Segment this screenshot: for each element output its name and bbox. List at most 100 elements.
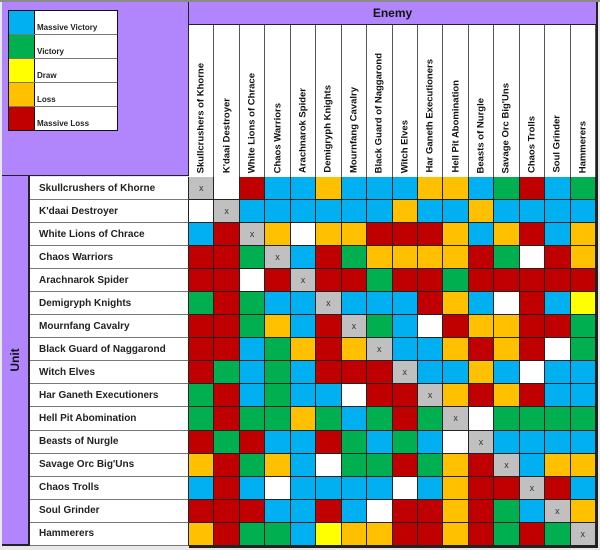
matchup-cell[interactable] bbox=[392, 315, 418, 339]
matchup-cell[interactable] bbox=[545, 430, 571, 454]
matchup-cell[interactable] bbox=[443, 361, 469, 385]
column-header[interactable]: Mournfang Cavalry bbox=[342, 25, 368, 177]
matchup-cell[interactable] bbox=[341, 361, 368, 385]
matchup-cell[interactable] bbox=[417, 338, 444, 362]
matchup-cell[interactable] bbox=[570, 476, 596, 500]
matchup-cell[interactable] bbox=[265, 292, 291, 316]
matchup-cell[interactable] bbox=[417, 223, 444, 247]
matchup-cell[interactable] bbox=[545, 200, 571, 224]
matchup-cell[interactable] bbox=[290, 407, 317, 431]
matchup-cell[interactable] bbox=[545, 269, 571, 293]
matchup-cell[interactable] bbox=[468, 476, 495, 500]
matchup-cell[interactable] bbox=[290, 522, 317, 546]
matchup-cell[interactable] bbox=[417, 476, 444, 500]
matchup-cell[interactable] bbox=[239, 522, 266, 546]
matchup-cell[interactable] bbox=[570, 338, 596, 362]
matchup-cell[interactable] bbox=[341, 292, 368, 316]
matchup-cell[interactable] bbox=[417, 453, 444, 477]
matchup-cell[interactable] bbox=[494, 200, 520, 224]
matchup-cell[interactable] bbox=[214, 476, 240, 500]
matchup-cell[interactable] bbox=[239, 200, 266, 224]
matchup-cell[interactable] bbox=[290, 384, 317, 408]
matchup-cell[interactable] bbox=[214, 269, 240, 293]
matchup-cell[interactable] bbox=[239, 361, 266, 385]
column-header[interactable]: Chaos Warriors bbox=[265, 25, 291, 177]
self-matchup-cell[interactable]: x bbox=[545, 499, 571, 523]
matchup-cell[interactable] bbox=[189, 453, 215, 477]
self-matchup-cell[interactable]: x bbox=[468, 430, 495, 454]
matchup-cell[interactable] bbox=[494, 177, 520, 201]
matchup-cell[interactable] bbox=[570, 200, 596, 224]
matchup-cell[interactable] bbox=[265, 177, 291, 201]
matchup-cell[interactable] bbox=[519, 223, 546, 247]
matchup-cell[interactable] bbox=[239, 384, 266, 408]
matchup-cell[interactable] bbox=[265, 499, 291, 523]
matchup-cell[interactable] bbox=[367, 292, 393, 316]
self-matchup-cell[interactable]: x bbox=[494, 453, 520, 477]
matchup-cell[interactable] bbox=[316, 407, 342, 431]
matchup-cell[interactable] bbox=[316, 430, 342, 454]
matchup-cell[interactable] bbox=[341, 430, 368, 454]
matchup-cell[interactable] bbox=[290, 177, 317, 201]
matchup-cell[interactable] bbox=[265, 269, 291, 293]
self-matchup-cell[interactable]: x bbox=[316, 292, 342, 316]
matchup-cell[interactable] bbox=[468, 292, 495, 316]
matchup-cell[interactable] bbox=[392, 338, 418, 362]
matchup-cell[interactable] bbox=[239, 315, 266, 339]
row-header[interactable]: Demigryph Knights bbox=[30, 292, 189, 316]
matchup-cell[interactable] bbox=[570, 315, 596, 339]
matchup-cell[interactable] bbox=[494, 223, 520, 247]
matchup-cell[interactable] bbox=[417, 246, 444, 270]
matchup-cell[interactable] bbox=[214, 361, 240, 385]
matchup-cell[interactable] bbox=[265, 522, 291, 546]
matchup-cell[interactable] bbox=[545, 246, 571, 270]
matchup-cell[interactable] bbox=[417, 200, 444, 224]
matchup-cell[interactable] bbox=[265, 315, 291, 339]
matchup-cell[interactable] bbox=[189, 361, 215, 385]
matchup-cell[interactable] bbox=[519, 177, 546, 201]
matchup-cell[interactable] bbox=[570, 499, 596, 523]
matchup-cell[interactable] bbox=[519, 522, 546, 546]
column-header[interactable]: Har Ganeth Executioners bbox=[418, 25, 444, 177]
row-header[interactable]: K'daai Destroyer bbox=[30, 200, 189, 224]
matchup-cell[interactable] bbox=[341, 269, 368, 293]
matchup-cell[interactable] bbox=[570, 177, 596, 201]
column-header[interactable]: Beasts of Nurgle bbox=[469, 25, 495, 177]
self-matchup-cell[interactable]: x bbox=[290, 269, 317, 293]
matchup-cell[interactable] bbox=[468, 407, 495, 431]
matchup-cell[interactable] bbox=[443, 246, 469, 270]
matchup-cell[interactable] bbox=[392, 522, 418, 546]
matchup-cell[interactable] bbox=[417, 361, 444, 385]
column-header[interactable]: Chaos Trolls bbox=[520, 25, 546, 177]
matchup-cell[interactable] bbox=[392, 269, 418, 293]
matchup-cell[interactable] bbox=[265, 361, 291, 385]
matchup-cell[interactable] bbox=[214, 292, 240, 316]
matchup-cell[interactable] bbox=[367, 453, 393, 477]
matchup-cell[interactable] bbox=[545, 453, 571, 477]
row-header[interactable]: Savage Orc Big'Uns bbox=[30, 453, 189, 477]
matchup-cell[interactable] bbox=[341, 499, 368, 523]
matchup-cell[interactable] bbox=[417, 407, 444, 431]
matchup-cell[interactable] bbox=[265, 223, 291, 247]
matchup-cell[interactable] bbox=[316, 269, 342, 293]
matchup-cell[interactable] bbox=[443, 384, 469, 408]
row-header[interactable]: Beasts of Nurgle bbox=[30, 430, 189, 454]
matchup-cell[interactable] bbox=[341, 246, 368, 270]
self-matchup-cell[interactable]: x bbox=[519, 476, 546, 500]
column-header[interactable]: Black Guard of Naggarond bbox=[367, 25, 393, 177]
matchup-cell[interactable] bbox=[570, 361, 596, 385]
matchup-cell[interactable] bbox=[519, 338, 546, 362]
matchup-cell[interactable] bbox=[417, 499, 444, 523]
matchup-cell[interactable] bbox=[265, 407, 291, 431]
matchup-cell[interactable] bbox=[443, 338, 469, 362]
matchup-cell[interactable] bbox=[239, 246, 266, 270]
matchup-cell[interactable] bbox=[367, 246, 393, 270]
matchup-cell[interactable] bbox=[494, 384, 520, 408]
matchup-cell[interactable] bbox=[392, 246, 418, 270]
column-header[interactable]: Skullcrushers of Khorne bbox=[189, 25, 215, 177]
matchup-cell[interactable] bbox=[316, 315, 342, 339]
matchup-cell[interactable] bbox=[189, 200, 215, 224]
matchup-cell[interactable] bbox=[290, 315, 317, 339]
matchup-cell[interactable] bbox=[519, 430, 546, 454]
matchup-cell[interactable] bbox=[392, 292, 418, 316]
